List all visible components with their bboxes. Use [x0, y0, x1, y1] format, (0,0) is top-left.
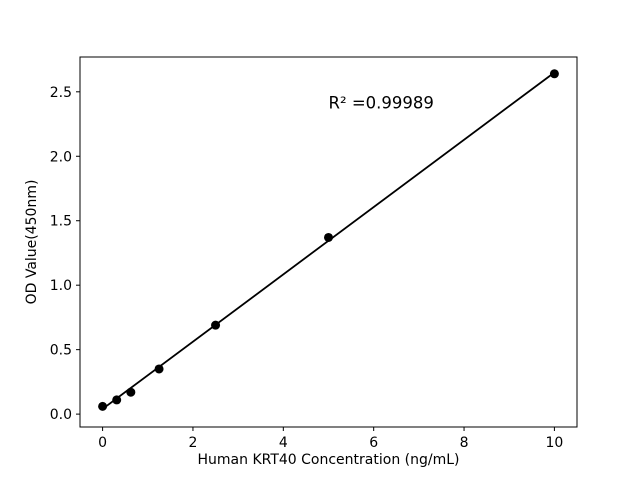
- x-axis-label: Human KRT40 Concentration (ng/mL): [198, 452, 460, 468]
- x-tick-label: 10: [545, 435, 563, 451]
- data-point: [98, 401, 108, 411]
- data-point: [112, 395, 122, 405]
- plot-border: [79, 56, 578, 428]
- data-point: [324, 232, 333, 242]
- x-tick-label: 8: [460, 435, 469, 451]
- data-point: [211, 320, 221, 330]
- data-point: [126, 387, 136, 397]
- y-tick-label: 1.0: [50, 278, 72, 294]
- y-tick-label: 2.0: [50, 149, 72, 165]
- y-tick-label: 0.5: [50, 343, 72, 359]
- x-tick-label: 4: [279, 435, 288, 451]
- x-tick-label: 0: [98, 435, 107, 451]
- data-point: [549, 69, 559, 79]
- r-squared-annotation: R² =0.99989: [329, 94, 434, 113]
- x-tick-label: 2: [188, 435, 197, 451]
- x-tick-label: 6: [369, 435, 378, 451]
- data-point: [154, 364, 164, 374]
- y-axis-label: OD Value(450nm): [24, 180, 40, 305]
- y-tick-label: 2.5: [50, 85, 72, 101]
- y-tick-label: 1.5: [50, 214, 72, 230]
- y-tick-label: 0.0: [50, 407, 72, 423]
